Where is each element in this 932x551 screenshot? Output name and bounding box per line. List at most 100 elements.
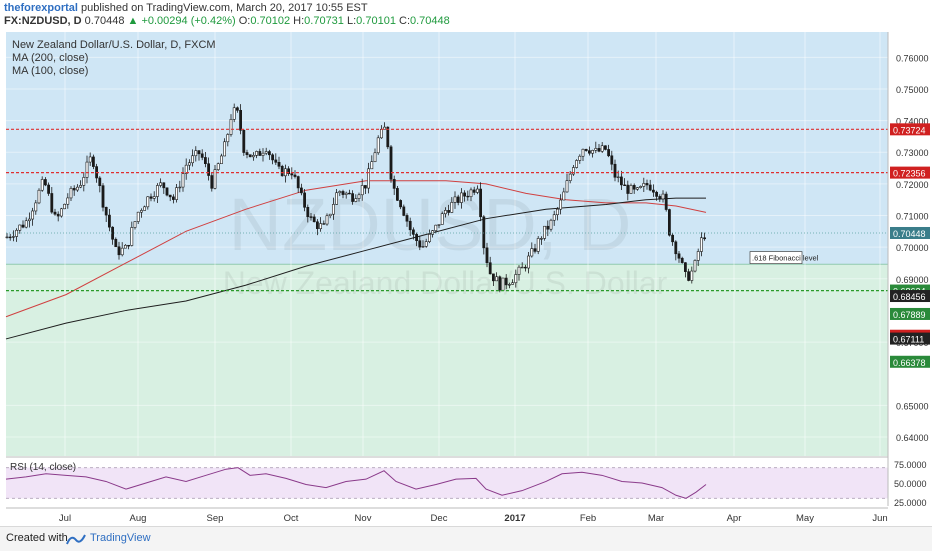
candle-body bbox=[639, 186, 643, 188]
candle-body bbox=[258, 151, 262, 156]
candle-body bbox=[514, 274, 518, 284]
candle-body bbox=[568, 173, 572, 181]
x-tick-label: Sep bbox=[207, 513, 224, 524]
candle-body bbox=[373, 152, 377, 162]
candle-body bbox=[172, 196, 175, 200]
candle-body bbox=[360, 185, 364, 196]
candle-body bbox=[575, 160, 579, 168]
ma-black-line[interactable] bbox=[5, 197, 706, 340]
candle-body bbox=[341, 191, 345, 195]
candle-body bbox=[699, 237, 703, 252]
candle-body bbox=[635, 187, 639, 190]
axis-4-badge bbox=[890, 332, 930, 345]
candle-body bbox=[88, 156, 92, 163]
candle-body bbox=[549, 219, 553, 230]
candle-body bbox=[37, 189, 41, 204]
author-link[interactable]: theforexportal bbox=[4, 2, 78, 14]
candle-body bbox=[427, 234, 431, 242]
candle-body bbox=[303, 192, 307, 208]
hline-2-badge bbox=[890, 226, 930, 239]
candle-body bbox=[21, 224, 25, 228]
indicator-ma-100[interactable]: MA (100, close) bbox=[12, 65, 88, 77]
candle-body bbox=[66, 197, 70, 205]
rsi-tick-label: 75.0000 bbox=[894, 460, 927, 470]
candle-body bbox=[18, 224, 22, 231]
candle-body bbox=[491, 273, 495, 282]
candle-body bbox=[184, 164, 188, 174]
candle-body bbox=[523, 266, 527, 269]
axis-4-badge-label: 0.67111 bbox=[893, 335, 924, 345]
watermark-name: New Zealand Dollar/U.S. Dollar bbox=[223, 265, 668, 301]
candle-body bbox=[124, 244, 127, 249]
candle-body bbox=[351, 193, 355, 202]
indicator-ma-200[interactable]: MA (200, close) bbox=[12, 52, 88, 64]
candle-body bbox=[82, 177, 86, 186]
candle-body bbox=[648, 184, 652, 191]
y-tick-label: 0.74000 bbox=[896, 117, 929, 127]
candle-body bbox=[315, 221, 319, 229]
candle-body bbox=[587, 150, 591, 154]
close-value: 0.70448 bbox=[410, 15, 450, 27]
candle-body bbox=[402, 206, 406, 216]
tradingview-logo-icon bbox=[66, 534, 86, 545]
candle-body bbox=[255, 151, 259, 156]
y-tick-label: 0.75000 bbox=[896, 85, 929, 95]
candle-body bbox=[63, 203, 67, 210]
candle-body bbox=[431, 230, 435, 235]
y-tick-label: 0.72000 bbox=[896, 180, 929, 190]
candle-body bbox=[530, 248, 534, 257]
candle-body bbox=[626, 184, 630, 194]
fib-annotation-box[interactable] bbox=[749, 251, 803, 264]
candle-body bbox=[415, 234, 419, 242]
candle-body bbox=[683, 262, 687, 272]
fib-annotation: .618 Fibonacci level bbox=[752, 254, 819, 263]
candle-body bbox=[223, 141, 227, 157]
hline-2-badge-label: 0.70448 bbox=[893, 229, 926, 239]
candle-body bbox=[600, 145, 604, 152]
candle-body bbox=[450, 202, 454, 213]
candle-body bbox=[619, 176, 623, 186]
high-label: H: bbox=[293, 15, 305, 27]
candle-body bbox=[479, 188, 483, 218]
chart-title: New Zealand Dollar/U.S. Dollar, D, FXCM bbox=[12, 39, 216, 51]
candle-body bbox=[114, 238, 118, 248]
hline-0-badge-label: 0.73724 bbox=[893, 125, 926, 135]
candle-body bbox=[395, 188, 399, 201]
hline-0-badge bbox=[890, 123, 930, 136]
candle-body bbox=[277, 161, 281, 167]
candle-body bbox=[357, 194, 361, 199]
candle-body bbox=[162, 182, 166, 189]
candle-body bbox=[140, 210, 143, 213]
candle-body bbox=[43, 179, 47, 186]
candle-body bbox=[543, 225, 547, 239]
tradingview-link[interactable]: TradingView bbox=[90, 532, 151, 544]
ma-red-line[interactable] bbox=[5, 180, 707, 318]
candle-body bbox=[440, 213, 444, 225]
y-tick-label: 0.65000 bbox=[896, 401, 929, 411]
candle-body bbox=[443, 210, 447, 215]
rsi-label: RSI (14, close) bbox=[10, 462, 76, 473]
chart-header: theforexportal published on TradingView.… bbox=[4, 2, 928, 28]
candle-body bbox=[616, 176, 620, 179]
candle-body bbox=[552, 214, 556, 221]
candle-body bbox=[56, 213, 60, 217]
axis-1-badge bbox=[890, 290, 930, 303]
rsi-tick-label: 50.0000 bbox=[894, 479, 927, 489]
hline-1-badge-label: 0.72356 bbox=[893, 169, 926, 179]
candle-body bbox=[146, 196, 150, 208]
candle-body bbox=[376, 137, 380, 154]
candle-body bbox=[280, 165, 284, 177]
candle-body bbox=[79, 185, 83, 188]
rsi-line[interactable] bbox=[5, 467, 707, 499]
x-tick-label: Nov bbox=[355, 513, 372, 524]
candle-body bbox=[389, 146, 393, 180]
price-chart[interactable]: NZDUSD, D New Zealand Dollar/U.S. Dollar… bbox=[0, 28, 932, 526]
axis-1-badge-label: 0.68456 bbox=[893, 292, 926, 302]
candle-body bbox=[76, 186, 79, 191]
candle-body bbox=[434, 224, 438, 231]
candle-body bbox=[12, 236, 15, 238]
candle-body bbox=[578, 155, 582, 161]
candle-body bbox=[293, 174, 297, 177]
symbol-label: FX:NZDUSD, D bbox=[4, 15, 82, 27]
candle-body bbox=[188, 162, 191, 166]
